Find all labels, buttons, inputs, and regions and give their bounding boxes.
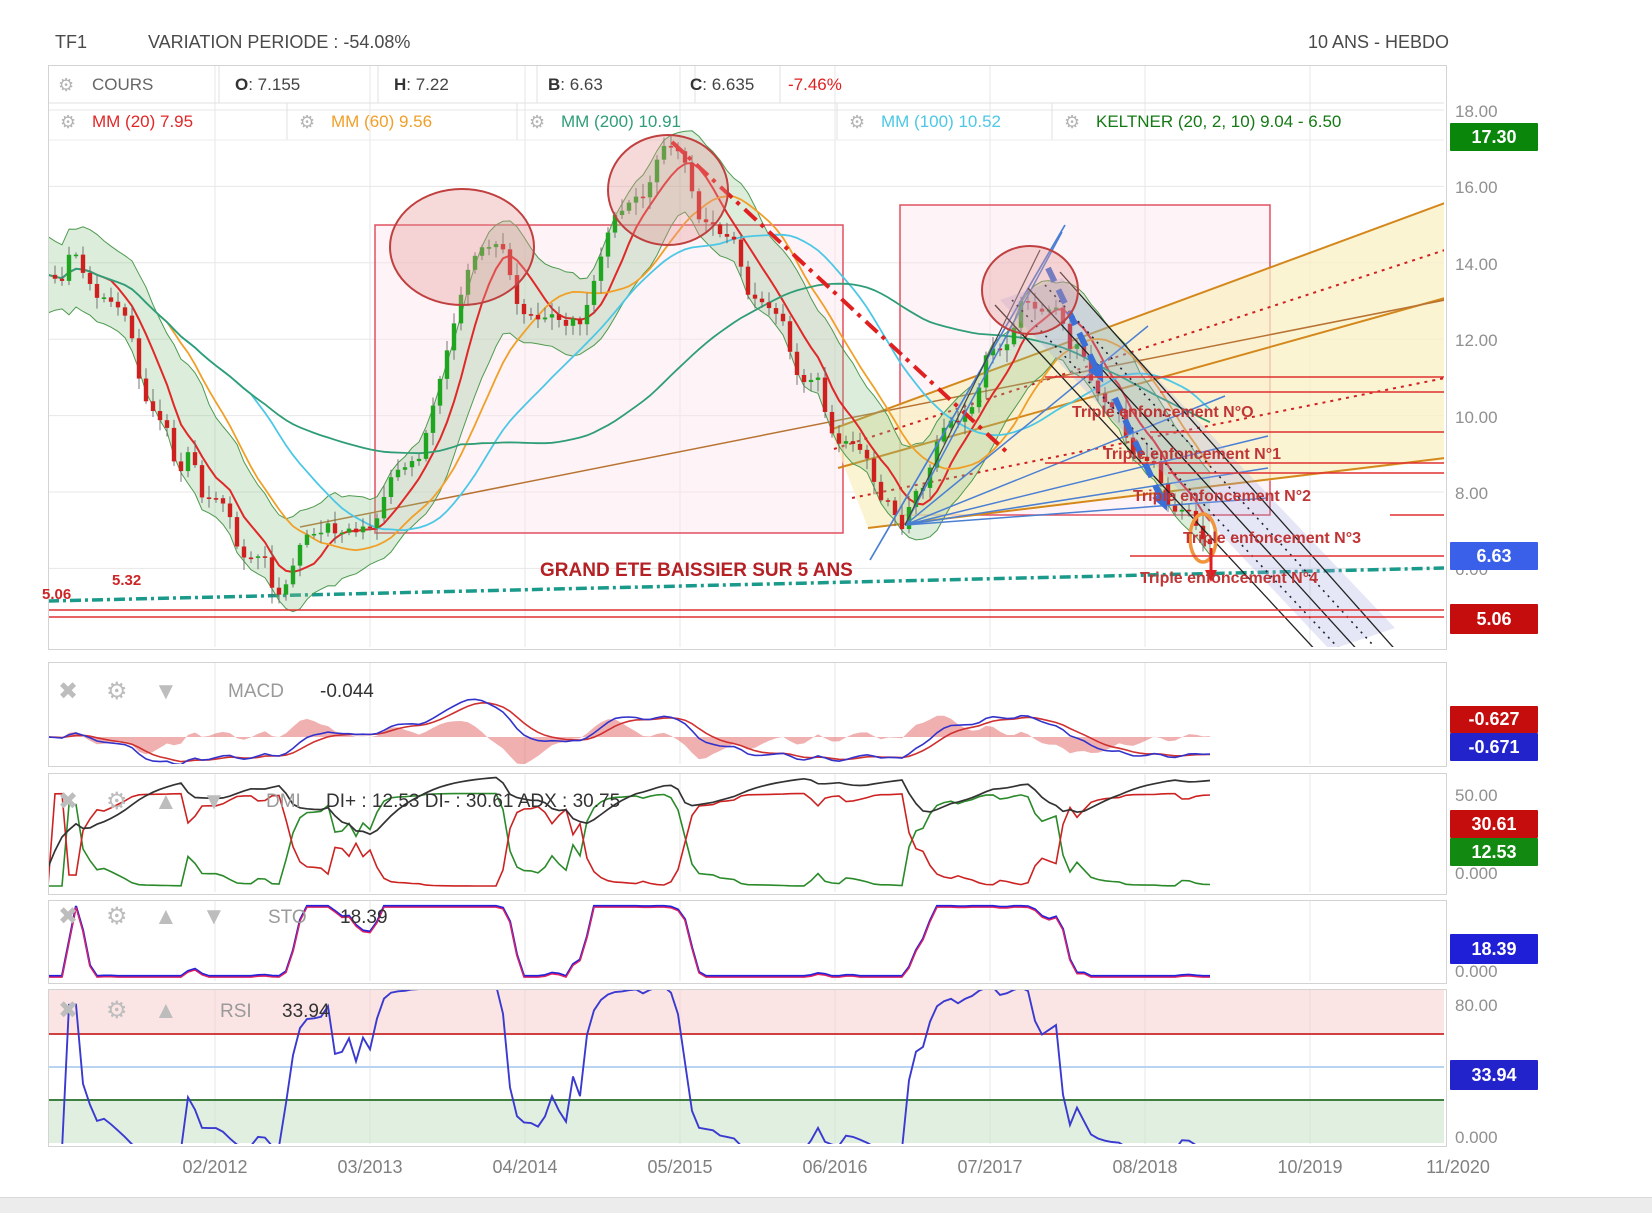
dmi-up-icon[interactable]: ▲ — [154, 788, 178, 815]
rsi-up-icon[interactable]: ▲ — [154, 997, 178, 1024]
grand-ete-annotation: GRAND ETE BAISSIER SUR 5 ANS — [540, 560, 853, 581]
sto-up-icon[interactable]: ▲ — [154, 903, 178, 930]
sto-panel[interactable] — [48, 900, 1447, 984]
week-change-percent: -7.46% — [788, 75, 842, 94]
rsi-label: RSI — [220, 1001, 252, 1022]
dmi-panel[interactable] — [48, 773, 1447, 895]
indicator-gear-icon[interactable]: ⚙ — [299, 112, 316, 132]
x-tick-10/2019: 10/2019 — [1277, 1157, 1343, 1177]
indicator-legend-4: KELTNER (20, 2, 10) 9.04 - 6.50 — [1096, 112, 1342, 131]
x-tick-04/2014: 04/2014 — [492, 1157, 558, 1177]
triple-enfoncement-label-0: Triple enfoncement N°O — [1072, 404, 1254, 421]
dmi-values: DI+ : 12.53 DI- : 30.61 ADX : 30.75 — [326, 791, 621, 812]
x-tick-06/2016: 06/2016 — [802, 1157, 868, 1177]
triple-enfoncement-label-3: Triple enfoncement N°3 — [1183, 530, 1361, 547]
value-badge--0.671: -0.671 — [1450, 733, 1538, 761]
close-value: C: 6.635 — [690, 75, 755, 94]
x-tick-11/2020: 11/2020 — [1426, 1157, 1490, 1177]
indicator-legend-2: MM (200) 10.91 — [561, 112, 681, 131]
indicator-gear-icon[interactable]: ⚙ — [849, 112, 866, 132]
dmi-down-icon[interactable]: ▼ — [202, 788, 226, 815]
scale-label-0.000: 0.000 — [1455, 1128, 1498, 1147]
x-tick-08/2018: 08/2018 — [1112, 1157, 1178, 1177]
open-value: O: 7.155 — [235, 75, 301, 94]
cours-label: COURS — [92, 75, 154, 94]
value-badge-30.61: 30.61 — [1450, 810, 1538, 838]
indicator-gear-icon[interactable]: ⚙ — [1064, 112, 1081, 132]
triple-enfoncement-label-2: Triple enfoncement N°2 — [1133, 488, 1311, 505]
rsi-close-icon[interactable]: ✖ — [58, 997, 79, 1024]
x-tick-03/2013: 03/2013 — [337, 1157, 403, 1177]
sto-label: STO — [268, 907, 307, 928]
cours-gear-icon[interactable]: ⚙ — [58, 75, 75, 95]
sto-down-icon[interactable]: ▼ — [202, 903, 226, 930]
macd-value: -0.044 — [320, 681, 374, 702]
macd-label: MACD — [228, 681, 284, 702]
level-label-5.06: 5.06 — [42, 586, 72, 603]
indicator-legend-1: MM (60) 9.56 — [331, 112, 433, 131]
x-tick-05/2015: 05/2015 — [647, 1157, 713, 1177]
triple-enfoncement-label-1: Triple enfoncement N°1 — [1103, 446, 1281, 463]
sto-value: 18.39 — [340, 907, 388, 928]
dmi-label: DMI — [266, 791, 301, 812]
indicator-legend-0: MM (20) 7.95 — [92, 112, 194, 131]
scale-label-8.00: 8.00 — [1455, 484, 1489, 503]
scale-label-80.00: 80.00 — [1455, 996, 1498, 1015]
value-badge--0.627: -0.627 — [1450, 706, 1538, 733]
rsi-gear-icon[interactable]: ⚙ — [106, 997, 128, 1024]
value-badge-18.39: 18.39 — [1450, 934, 1538, 964]
dmi-close-icon[interactable]: ✖ — [58, 788, 79, 815]
triple-enfoncement-label-4: Triple enfoncement N°4 — [1140, 570, 1318, 587]
value-badge-17.30: 17.30 — [1450, 123, 1538, 151]
scale-label-50.00: 50.00 — [1455, 786, 1498, 805]
value-badge-6.63: 6.63 — [1450, 542, 1538, 570]
horizontal-scrollbar[interactable] — [0, 1197, 1652, 1213]
sto-close-icon[interactable]: ✖ — [58, 903, 79, 930]
x-tick-07/2017: 07/2017 — [957, 1157, 1023, 1177]
scale-label-16.00: 16.00 — [1455, 178, 1498, 197]
rsi-value: 33.94 — [282, 1001, 330, 1022]
scale-label-10.00: 10.00 — [1455, 408, 1498, 427]
period-variation-label: VARIATION PERIODE : -54.08% — [148, 32, 411, 52]
scale-label-18.00: 18.00 — [1455, 102, 1498, 121]
symbol-title: TF1 — [55, 32, 88, 52]
indicator-gear-icon[interactable]: ⚙ — [60, 112, 77, 132]
rsi-panel[interactable] — [48, 989, 1447, 1147]
scale-label-14.00: 14.00 — [1455, 255, 1498, 274]
scale-label-0.000: 0.000 — [1455, 962, 1498, 981]
dmi-gear-icon[interactable]: ⚙ — [106, 788, 128, 815]
macd-gear-icon[interactable]: ⚙ — [106, 678, 128, 705]
value-badge-12.53: 12.53 — [1450, 838, 1538, 866]
sto-gear-icon[interactable]: ⚙ — [106, 903, 128, 930]
x-tick-02/2012: 02/2012 — [182, 1157, 248, 1177]
macd-close-icon[interactable]: ✖ — [58, 678, 79, 705]
high-value: H: 7.22 — [394, 75, 449, 94]
level-label-5.32: 5.32 — [112, 572, 142, 589]
macd-panel[interactable] — [48, 662, 1447, 767]
low-value: B: 6.63 — [548, 75, 603, 94]
scale-label-0.000: 0.000 — [1455, 864, 1498, 883]
indicator-gear-icon[interactable]: ⚙ — [529, 112, 546, 132]
scale-label-12.00: 12.00 — [1455, 331, 1498, 350]
indicator-legend-3: MM (100) 10.52 — [881, 112, 1001, 131]
timeframe-label[interactable]: 10 ANS - HEBDO — [1307, 32, 1449, 52]
macd-down-icon[interactable]: ▼ — [154, 678, 178, 705]
value-badge-33.94: 33.94 — [1450, 1060, 1538, 1090]
value-badge-5.06: 5.06 — [1450, 604, 1538, 634]
